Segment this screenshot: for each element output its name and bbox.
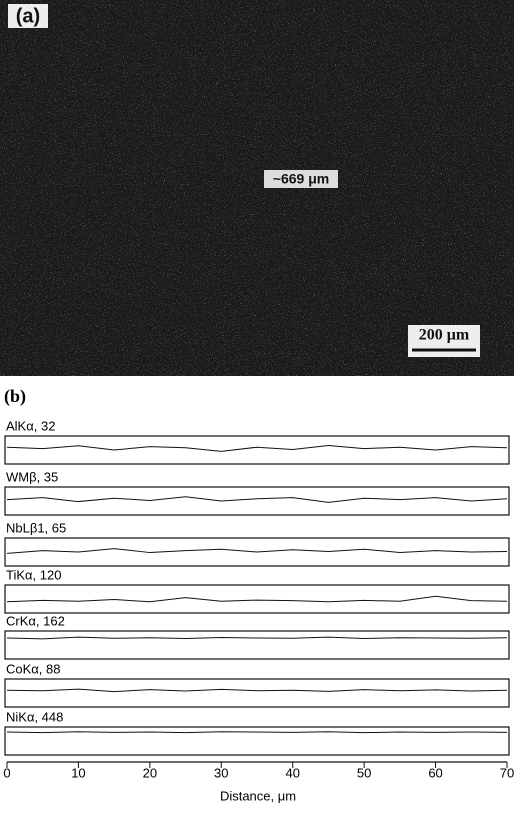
profile-label: NiKα, 448 [6,709,63,724]
x-tick-label: 70 [500,765,514,780]
x-tick-label: 0 [3,765,10,780]
panel-label: (b) [4,386,26,407]
profile-label: WMβ, 35 [6,469,58,484]
annotation: ~669 μm [273,171,329,187]
scale-bar-label: 200 μm [419,327,470,344]
profile-box [5,727,509,755]
profile-line [7,549,507,554]
x-axis-label: Distance, μm [220,788,296,803]
profile-line [7,596,507,602]
profile-line [7,732,507,733]
x-tick-label: 20 [143,765,157,780]
panel-label: (a) [16,5,40,27]
profile-label: CoKα, 88 [6,661,61,676]
profile-label: NbLβ1, 65 [6,520,66,535]
profile-box [5,631,509,659]
x-tick-label: 50 [357,765,371,780]
profile-label: TiKα, 120 [6,567,61,582]
profile-label: AlKα, 32 [6,418,55,433]
profile-line [7,689,507,692]
profile-label: CrKα, 162 [6,613,65,628]
sem-image: (a) ~669 μm 200 μm [0,0,514,376]
profile-box [5,585,509,613]
x-tick-label: 10 [71,765,85,780]
x-tick-label: 30 [214,765,228,780]
profile-line [7,446,507,452]
profile-box [5,679,509,707]
profile-line [7,497,507,503]
figure: (a) ~669 μm 200 μm (b) Distance, μm AlKα… [0,0,514,808]
x-tick-label: 40 [285,765,299,780]
x-tick-label: 60 [428,765,442,780]
profile-line [7,637,507,639]
